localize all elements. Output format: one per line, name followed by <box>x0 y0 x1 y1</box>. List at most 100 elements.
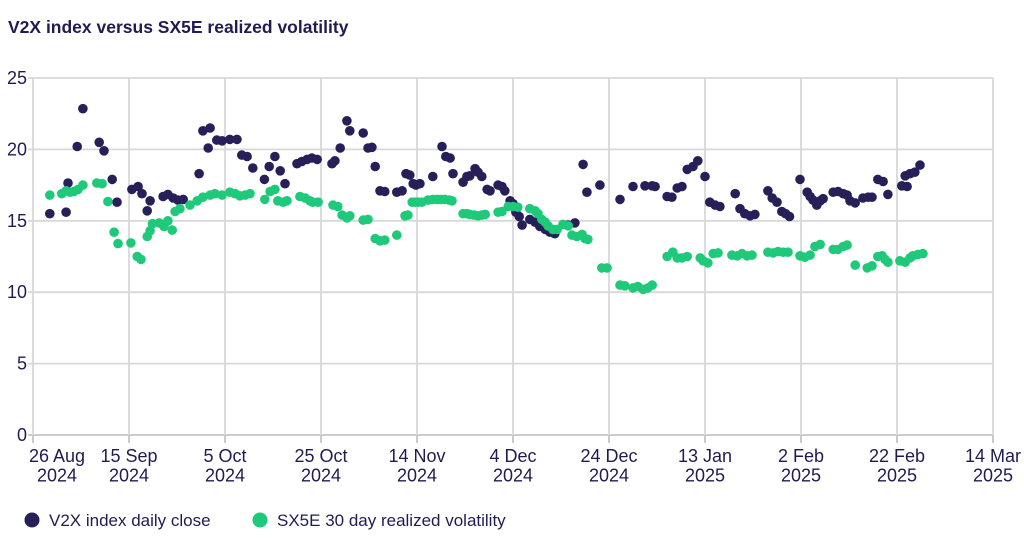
legend-label-v2x: V2X index daily close <box>49 511 211 530</box>
data-point <box>313 197 323 207</box>
data-point <box>358 128 369 138</box>
chart-title: V2X index versus SX5E realized volatilit… <box>8 17 349 37</box>
data-point <box>194 168 204 179</box>
x-tick-label: 13 Jan <box>678 446 732 466</box>
data-point <box>583 234 593 245</box>
data-point <box>850 198 860 208</box>
data-point <box>78 180 88 190</box>
data-point <box>205 123 215 133</box>
data-point <box>392 230 402 240</box>
data-point <box>217 190 227 200</box>
data-point <box>370 161 381 172</box>
data-point <box>784 211 795 222</box>
data-point <box>136 254 146 265</box>
data-point <box>225 134 235 145</box>
legend-marker-sx5e-icon <box>252 512 268 528</box>
data-point <box>915 160 925 170</box>
x-tick-label: 2024 <box>205 466 245 486</box>
data-point <box>45 190 55 200</box>
data-point <box>713 248 723 258</box>
data-point <box>270 151 280 162</box>
x-tick-label: 2024 <box>37 466 77 486</box>
data-point <box>650 181 660 192</box>
data-point <box>918 248 928 259</box>
x-tick-label: 2024 <box>397 466 437 486</box>
y-tick-label: 0 <box>17 425 27 445</box>
data-point <box>640 181 650 191</box>
data-point <box>437 141 447 152</box>
data-point <box>517 220 527 230</box>
data-point <box>485 186 495 196</box>
data-point <box>620 281 630 291</box>
data-point <box>578 159 588 170</box>
data-point <box>878 176 888 187</box>
data-point <box>94 137 104 148</box>
data-point <box>428 171 438 182</box>
data-point <box>63 178 73 188</box>
data-point <box>282 196 292 206</box>
data-point <box>902 181 912 192</box>
data-point <box>163 216 173 226</box>
legend: V2X index daily close SX5E 30 day realiz… <box>24 511 506 530</box>
data-point <box>99 146 109 156</box>
y-tick-label: 10 <box>7 282 27 302</box>
x-tick-label: 2 Feb <box>778 446 824 466</box>
data-point <box>330 156 340 166</box>
data-point <box>693 156 703 166</box>
data-point <box>72 141 82 152</box>
data-point <box>477 171 487 182</box>
x-tick-label: 5 Oct <box>203 446 246 466</box>
data-point <box>333 201 343 212</box>
x-tick-label: 2024 <box>109 466 149 486</box>
x-tick-label: 24 Dec <box>580 446 637 466</box>
data-point <box>112 197 122 207</box>
data-point <box>242 151 252 162</box>
y-tick-label: 5 <box>17 354 27 374</box>
data-point <box>97 178 107 189</box>
data-point <box>210 188 220 199</box>
data-point <box>185 200 195 210</box>
data-point <box>142 206 152 216</box>
data-point <box>772 197 782 207</box>
data-point <box>730 188 740 199</box>
data-point <box>198 192 208 202</box>
data-point <box>167 225 177 235</box>
data-point <box>700 171 710 182</box>
data-point <box>178 194 188 205</box>
data-point <box>850 260 860 270</box>
data-points <box>45 103 928 295</box>
data-point <box>126 238 136 248</box>
legend-marker-v2x-icon <box>24 512 40 528</box>
data-point <box>45 208 55 219</box>
data-point <box>61 207 71 217</box>
x-tick-label: 2025 <box>877 466 917 486</box>
x-tick-label: 4 Dec <box>489 446 536 466</box>
y-tick-label: 25 <box>7 68 27 88</box>
data-point <box>513 202 523 212</box>
data-point <box>647 280 657 290</box>
data-point <box>563 221 573 231</box>
data-point <box>415 178 425 189</box>
legend-label-sx5e: SX5E 30 day realized volatility <box>277 511 506 530</box>
data-point <box>203 143 213 153</box>
data-point <box>715 201 725 212</box>
data-point <box>867 261 877 271</box>
data-point <box>703 258 713 268</box>
data-point <box>815 239 825 250</box>
data-point <box>750 209 760 220</box>
data-point <box>910 167 920 177</box>
data-point <box>795 174 805 185</box>
series-sx5e <box>45 178 928 295</box>
data-point <box>232 134 242 145</box>
data-point <box>248 163 258 173</box>
data-point <box>264 161 275 172</box>
data-point <box>783 247 793 257</box>
data-point <box>615 194 625 205</box>
data-point <box>747 250 757 260</box>
gridlines <box>28 77 994 443</box>
data-point <box>447 196 457 206</box>
data-point <box>595 180 605 190</box>
data-point <box>245 188 255 199</box>
data-point <box>259 174 270 185</box>
